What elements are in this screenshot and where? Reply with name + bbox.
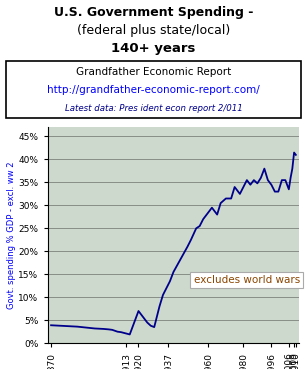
FancyBboxPatch shape [6,61,301,118]
Text: Latest data: Pres ident econ report 2/011: Latest data: Pres ident econ report 2/01… [65,104,242,113]
Text: (federal plus state/local): (federal plus state/local) [77,24,230,37]
Text: Grandfather Economic Report: Grandfather Economic Report [76,66,231,77]
Text: http://grandfather-economic-report.com/: http://grandfather-economic-report.com/ [47,85,260,95]
Text: U.S. Government Spending -: U.S. Government Spending - [54,6,253,18]
Text: excludes world wars: excludes world wars [194,275,300,285]
Y-axis label: Govt. spending % GDP - excl. ww 2: Govt. spending % GDP - excl. ww 2 [7,162,16,309]
Text: 140+ years: 140+ years [111,42,196,55]
